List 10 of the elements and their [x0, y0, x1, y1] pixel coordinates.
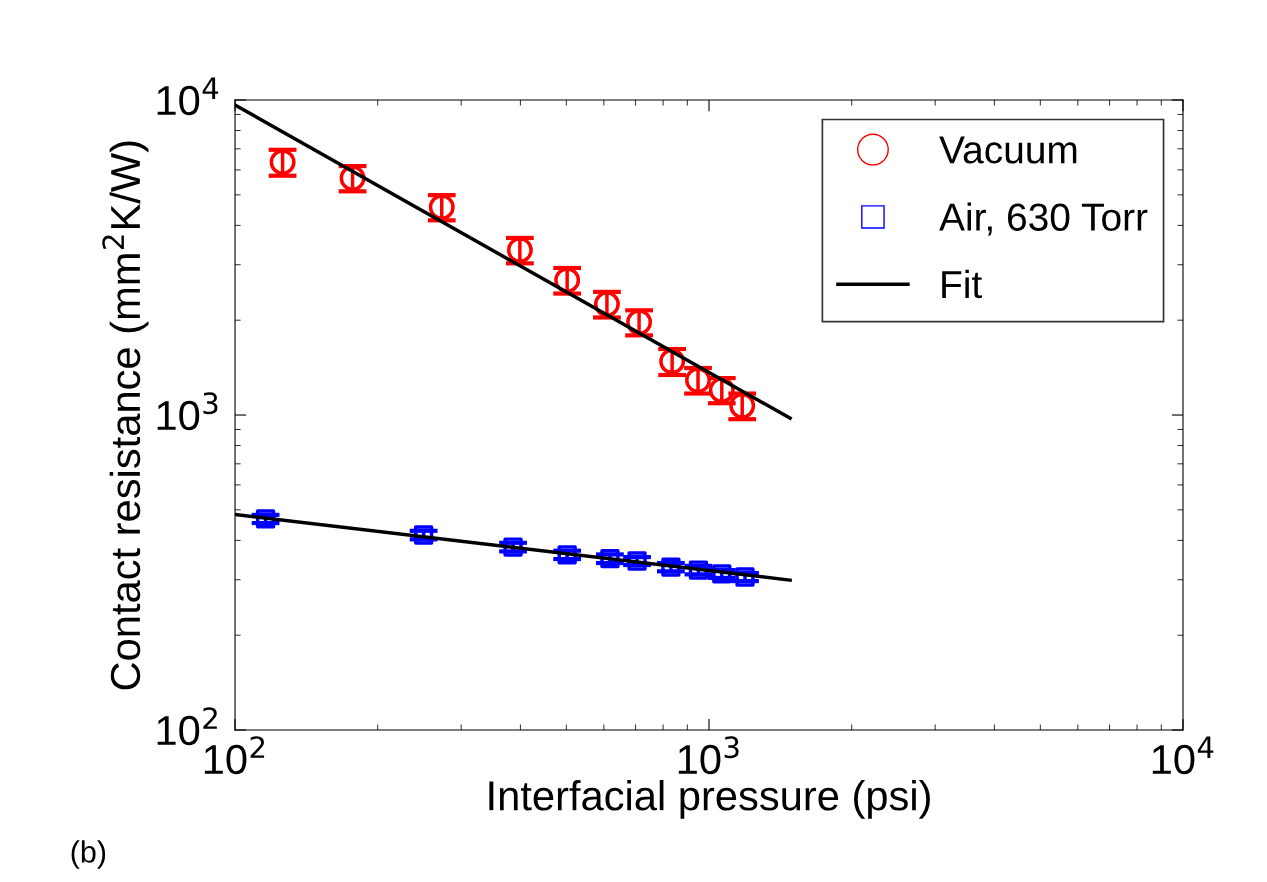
y-axis-title: Contact resistance (mm$^{2}$K/W) [102, 141, 149, 690]
x-tick-label: 10$^{3}$ [678, 736, 739, 775]
legend-label: Vacuum [939, 136, 1077, 164]
legend-label: Fit [942, 269, 982, 299]
legend-label: Air, 630 Torr [939, 202, 1148, 236]
text: (b) [71, 840, 106, 869]
x-tick-label: 10$^{4}$ [1152, 736, 1214, 775]
y-tick-label: 10$^{3}$ [157, 392, 218, 431]
y-tick-label: 10$^{4}$ [157, 77, 219, 116]
x-axis-title: Interfacial pressure (psi) [489, 779, 930, 819]
